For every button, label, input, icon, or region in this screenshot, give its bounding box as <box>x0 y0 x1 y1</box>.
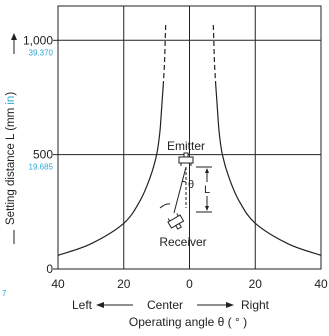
curve-left-dashed <box>162 21 167 87</box>
beam-line <box>173 166 187 214</box>
y-tick-label: 500 <box>33 148 53 162</box>
l-arrow-up-icon <box>205 168 209 173</box>
x-axis-label: Operating angle θ ( ° ) <box>129 315 247 329</box>
right-arrow-icon <box>226 302 234 308</box>
l-label: L <box>204 184 210 196</box>
y-tick-inch-label: 39.370 <box>29 48 54 57</box>
corner-note: 7 <box>2 289 7 298</box>
receiver-icon <box>167 213 185 230</box>
x-tick-label: 20 <box>117 277 131 291</box>
theta-label: θ <box>188 179 194 191</box>
y-tick-label: 1,000 <box>23 33 53 47</box>
direction-left-label: Left <box>72 298 93 312</box>
rotation-arc <box>159 203 171 209</box>
y-tick-inch-label: 19.685 <box>29 163 54 172</box>
theta-arc <box>181 180 187 183</box>
y-axis-label: Setting distance L (mm in) <box>5 92 17 225</box>
grid-lines <box>53 6 321 270</box>
emitter-icon <box>178 152 194 166</box>
x-tick-label: 40 <box>51 277 65 291</box>
direction-center-label: Center <box>147 298 183 312</box>
y-tick-label: 0 <box>46 262 53 276</box>
curve-left-solid <box>57 85 164 256</box>
x-tick-label: 40 <box>314 277 328 291</box>
x-tick-label: 20 <box>249 277 263 291</box>
l-arrow-down-icon <box>205 206 209 211</box>
x-tick-label: 0 <box>186 277 193 291</box>
emitter-label: Emitter <box>167 139 205 153</box>
y-axis-arrow-icon <box>11 33 17 40</box>
curve-right-dashed <box>212 21 217 87</box>
curve-right-solid <box>215 85 322 256</box>
curve-group <box>57 21 322 256</box>
receiver-label: Receiver <box>159 235 206 249</box>
direction-right-label: Right <box>241 298 270 312</box>
left-arrow-icon <box>96 302 104 308</box>
inset-diagram: Emitter θ L Receiver <box>159 139 212 249</box>
